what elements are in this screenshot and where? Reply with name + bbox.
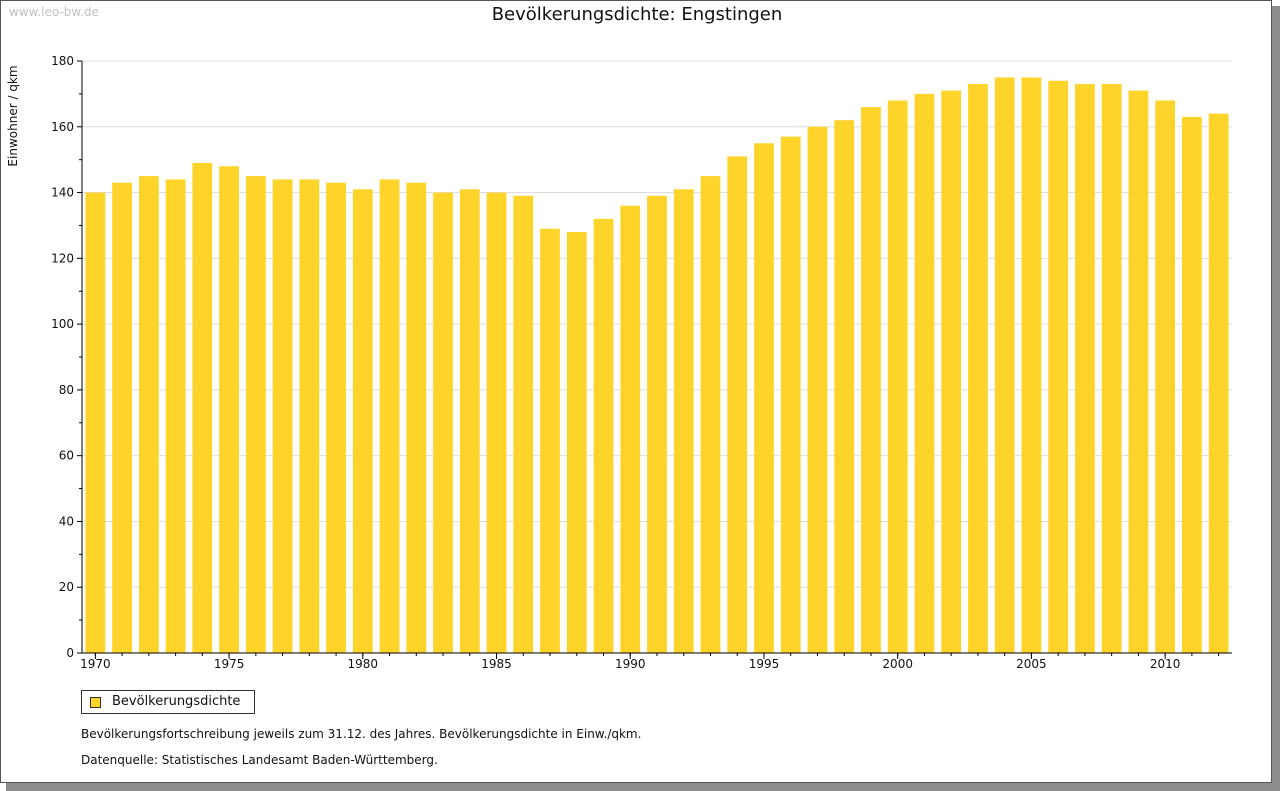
bar-2012 [1208, 113, 1229, 654]
x-tick-label: 1975 [214, 657, 245, 671]
footnote: Bevölkerungsfortschreibung jeweils zum 3… [81, 727, 642, 741]
chart-title: Bevölkerungsdichte: Engstingen [491, 4, 783, 25]
bar-1992 [673, 189, 694, 653]
legend-swatch-icon [90, 697, 101, 708]
y-tick-label: 80 [59, 383, 74, 397]
bar-chart: 0 20 40 60 80 100 120 140 160 180 1970 1975 1980 1985… [6, 54, 1232, 671]
x-tick-label: 1985 [481, 657, 512, 671]
y-tick-label: 100 [51, 317, 74, 331]
bar-2007 [1075, 84, 1095, 654]
x-tick-label: 1980 [348, 657, 379, 671]
bar-1993 [700, 176, 721, 653]
bar-1999 [861, 107, 881, 654]
bar-1985 [486, 192, 507, 654]
bar-1988 [566, 232, 587, 653]
x-tick-label: 1995 [749, 657, 780, 671]
bar-2008 [1101, 84, 1122, 654]
y-tick-label: 0 [66, 646, 74, 660]
frame-shadow-right [1272, 6, 1280, 791]
bar-2004 [994, 77, 1015, 653]
bar-1981 [379, 179, 400, 653]
bar-1974 [192, 162, 213, 653]
bar-1980 [352, 189, 373, 653]
y-tick-label: 140 [51, 186, 74, 200]
bar-2002 [941, 90, 962, 654]
bar-1978 [299, 179, 320, 653]
x-tick-label: 2005 [1016, 657, 1047, 671]
x-tick-label: 2000 [882, 657, 913, 671]
bar-1995 [754, 143, 774, 653]
bar-1973 [165, 179, 186, 653]
watermark: www.leo-bw.de [9, 5, 99, 19]
bar-1983 [433, 192, 453, 654]
legend-label: Bevölkerungsdichte [112, 694, 241, 709]
bar-2009 [1128, 90, 1149, 654]
bar-1976 [245, 176, 266, 653]
bar-1977 [272, 179, 293, 653]
bar-1991 [647, 195, 667, 653]
y-axis-label: Einwohner / qkm [6, 65, 20, 166]
y-tick-label: 60 [59, 449, 74, 463]
bar-1971 [112, 182, 133, 653]
bar-1996 [780, 136, 801, 654]
y-tick-label: 120 [51, 251, 74, 265]
bar-2011 [1181, 116, 1202, 653]
axes: 0 20 40 60 80 100 120 140 160 180 1970 1975 1980 1985… [51, 54, 1232, 671]
bar-2010 [1155, 100, 1176, 653]
bar-1987 [540, 228, 560, 653]
x-tick-label: 1970 [80, 657, 111, 671]
x-tick-label: 2010 [1150, 657, 1181, 671]
bar-1998 [834, 120, 855, 653]
bar-1982 [406, 182, 427, 653]
bar-1994 [727, 156, 748, 653]
bar-1989 [593, 218, 614, 653]
y-tick-label: 40 [59, 514, 74, 528]
y-tick-label: 160 [51, 120, 74, 134]
legend: Bevölkerungsdichte [81, 690, 255, 714]
frame-shadow-bottom [6, 783, 1280, 791]
bar-2006 [1048, 80, 1069, 653]
bar-1970 [85, 192, 106, 654]
source-note: Datenquelle: Statistisches Landesamt Bad… [81, 753, 438, 767]
bar-1986 [513, 195, 534, 653]
bar-1979 [326, 182, 346, 653]
bar-2001 [914, 93, 935, 653]
bar-2003 [968, 84, 988, 654]
y-tick-label: 180 [51, 54, 74, 68]
bars [85, 77, 1229, 654]
bar-1990 [620, 205, 641, 653]
bar-1984 [459, 189, 480, 653]
y-tick-label: 20 [59, 580, 74, 594]
x-tick-label: 1990 [615, 657, 646, 671]
bar-2005 [1021, 77, 1042, 653]
bar-1997 [807, 126, 828, 654]
bar-1975 [219, 166, 239, 653]
bar-1972 [138, 176, 159, 653]
bar-2000 [887, 100, 908, 653]
